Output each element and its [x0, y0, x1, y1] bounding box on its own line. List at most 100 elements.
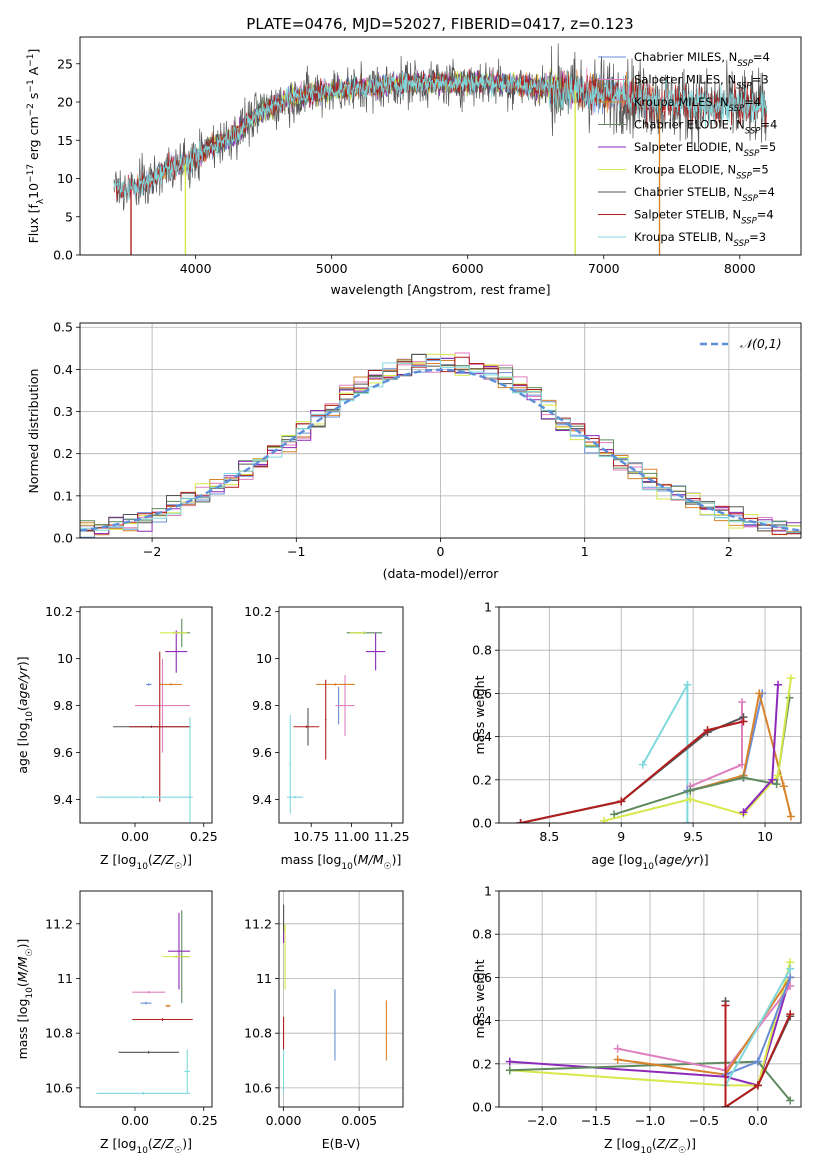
spectrum-frame: 4000 5000 6000 7000 8000 0.0 5 10 15 20 25: [53, 36, 802, 276]
y-tick-label: 0.0: [53, 531, 73, 546]
y-tick-label: 9.4: [252, 792, 272, 807]
legend-label: Salpeter STELIB, NSSP=4: [634, 208, 774, 227]
y-tick-label: 9.8: [53, 698, 73, 713]
y-tick-label: 5: [65, 209, 73, 224]
x-tick-label: 9: [617, 829, 625, 844]
y-tick-label: 0.2: [472, 772, 492, 787]
y-tick-label: 0.6: [472, 686, 492, 701]
y-tick-label: 15: [57, 133, 73, 148]
residuals-xlabel: (data-model)/error: [383, 566, 500, 581]
y-tick-label: 9.6: [252, 745, 272, 760]
y-tick-label: 10: [57, 171, 73, 186]
x-tick-label: 4000: [180, 261, 212, 276]
weight-marker: [738, 698, 747, 707]
weight-marker: [786, 812, 795, 821]
x-tick-label: 11.25: [374, 829, 410, 844]
weight-vs-age-xlabel: age [log10(age/yr)]: [591, 852, 708, 872]
x-tick-label: 0: [437, 544, 445, 559]
weight-marker: [721, 1103, 730, 1107]
y-tick-label: 10: [256, 651, 272, 666]
weight-marker: [753, 1057, 762, 1066]
y-tick-label: 25: [57, 56, 73, 71]
legend-label: Salpeter MILES, NSSP=3: [634, 73, 769, 92]
y-tick-label: 10.8: [244, 1026, 272, 1041]
x-tick-label: 10: [757, 829, 773, 844]
x-tick-label: 8000: [724, 261, 756, 276]
axes-frame: [278, 890, 404, 1108]
weight-vs-Z-ylabel: mass weight: [472, 959, 487, 1038]
weight-vs-Z-axes: [499, 890, 801, 1108]
mass-vs-EBV-xlabel: E(B-V): [322, 1136, 361, 1151]
y-tick-label: 9.4: [53, 792, 73, 807]
weight-marker: [772, 780, 781, 789]
y-tick-label: 9.8: [252, 698, 272, 713]
y-tick-label: 0.8: [472, 927, 492, 942]
weight-marker: [768, 775, 777, 784]
normal-reference-curve: [80, 368, 801, 532]
age-vs-Z-frame: 0.00 0.25 9.4 9.6 9.8 10 10.2: [45, 604, 218, 844]
weight-marker: [683, 680, 692, 689]
weight-marker: [786, 1010, 795, 1019]
y-tick-label: 0.4: [472, 1013, 492, 1028]
y-tick-label: 1: [484, 884, 492, 899]
x-tick-label: 0.25: [190, 829, 218, 844]
axes-frame: [79, 322, 802, 539]
mass-vs-EBV-frame: 0.000 0.005 10.6 10.8 11 11.2: [244, 890, 404, 1128]
weight-marker: [773, 680, 782, 689]
weight-vs-Z-xlabel: Z [log10(Z/Z☉)]: [604, 1136, 696, 1156]
weight-marker: [617, 797, 626, 806]
axes-frame: [79, 606, 213, 824]
y-tick-label: 0.0: [472, 816, 492, 831]
axes-frame: [498, 606, 802, 824]
residuals-plot: [80, 352, 801, 538]
x-tick-label: 0.005: [341, 1113, 377, 1128]
x-tick-label: 11.00: [334, 829, 370, 844]
weight-marker: [739, 773, 748, 782]
mass-vs-EBV-plot: [282, 904, 387, 1094]
weight-series-line: [689, 702, 743, 788]
weight-marker: [505, 1057, 514, 1066]
x-tick-label: −1: [287, 544, 305, 559]
spectrum-xlabel: wavelength [Angstrom, rest frame]: [330, 282, 550, 297]
spectrum-plot: [113, 43, 768, 255]
x-tick-label: 8.5: [539, 829, 559, 844]
y-tick-label: 10.6: [45, 1080, 73, 1095]
x-tick-label: 0.000: [266, 1113, 302, 1128]
weight-marker: [686, 786, 695, 795]
weight-series-line: [520, 716, 744, 823]
age-vs-Z-xlabel: Z [log10(Z/Z☉)]: [100, 852, 192, 872]
age-vs-Z-ylabel: age [log10(age/yr)]: [15, 656, 35, 773]
axes-frame: [278, 606, 404, 824]
x-tick-label: −1.5: [581, 1113, 611, 1128]
mass-vs-EBV-axes: [279, 891, 403, 1107]
y-tick-label: 0.2: [53, 446, 73, 461]
weight-series-line: [509, 962, 792, 1087]
weight-marker: [638, 760, 647, 769]
x-tick-label: −2.0: [527, 1113, 557, 1128]
age-vs-mass-xlabel: mass [log10(M/M☉)]: [281, 852, 402, 872]
spectrum-series-kroupa-stelib: [113, 69, 768, 200]
age-vs-mass-plot: [287, 631, 386, 814]
x-tick-label: 7000: [588, 261, 620, 276]
weight-marker: [516, 819, 525, 823]
legend-label: Kroupa ELODIE, NSSP=5: [634, 163, 769, 182]
weight-series-line: [509, 977, 792, 1087]
legend-label: Salpeter ELODIE, NSSP=5: [634, 140, 776, 159]
weight-marker: [599, 816, 608, 823]
x-tick-label: 6000: [452, 261, 484, 276]
x-tick-label: −0.5: [689, 1113, 719, 1128]
weight-marker: [786, 1096, 795, 1105]
weight-marker: [739, 717, 748, 726]
residuals-ylabel: Normed distribution: [26, 369, 41, 494]
weight-marker: [779, 782, 788, 791]
mass-vs-Z-plot: [96, 910, 193, 1095]
y-tick-label: 0.1: [53, 488, 73, 503]
weight-series-line: [603, 678, 792, 822]
weight-marker: [773, 771, 782, 780]
weight-vs-Z-frame: −2.0 −1.5 −1.0 −0.5 0.0 0.0 0.2 0.4 0.6 0.8 1: [472, 884, 802, 1128]
weight-marker: [755, 689, 764, 698]
mass-vs-Z-xlabel: Z [log10(Z/Z☉)]: [100, 1136, 192, 1156]
x-tick-label: 0.25: [190, 1113, 218, 1128]
y-tick-label: 11.2: [45, 916, 73, 931]
